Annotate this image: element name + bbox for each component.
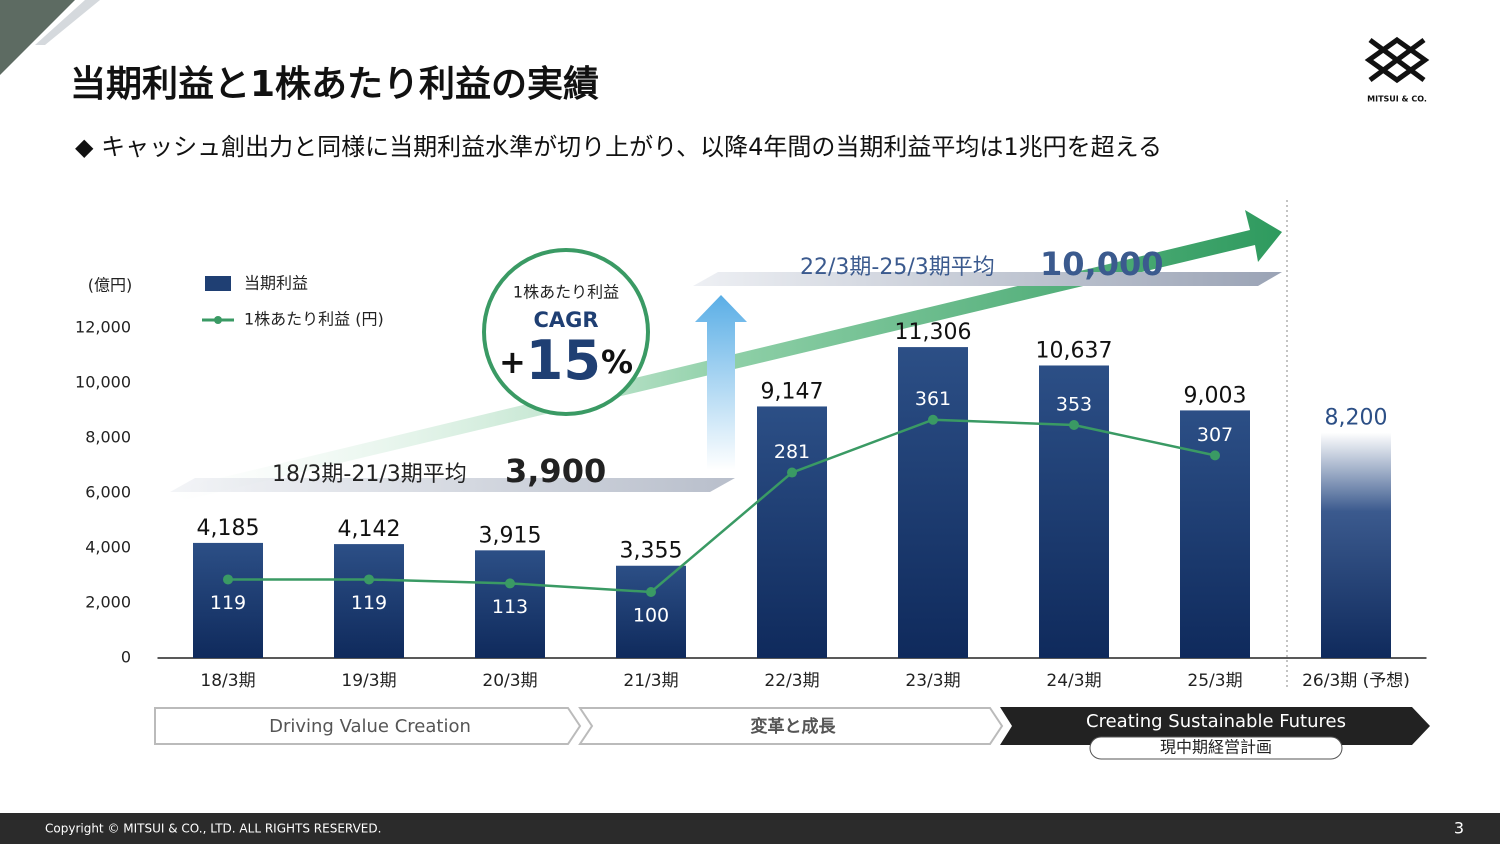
- y-tick-label: 8,000: [85, 428, 131, 447]
- x-tick-label: 26/3期 (予想): [1302, 671, 1410, 691]
- bar-value-label: 3,915: [479, 523, 542, 548]
- bar: [475, 550, 545, 658]
- y-tick-label: 4,000: [85, 538, 131, 557]
- y-tick-label: 6,000: [85, 483, 131, 502]
- cagr-unit: %: [601, 343, 633, 381]
- eps-point: [364, 574, 374, 585]
- cagr-badge: 1株あたり利益 CAGR +15%: [482, 248, 650, 416]
- eps-point: [646, 587, 656, 597]
- legend-swatch: [205, 276, 231, 291]
- growth-arrow: [170, 210, 1282, 500]
- bar-value-label: 10,637: [1036, 338, 1113, 363]
- subtitle: ◆ キャッシュ創出力と同様に当期利益水準が切り上がり、以降4年間の当期利益平均は…: [75, 133, 1162, 161]
- bar-value-label: 9,003: [1184, 383, 1247, 408]
- bar: [193, 542, 263, 658]
- eps-value-label: 119: [351, 592, 387, 614]
- y-tick-label: 0: [121, 648, 131, 667]
- plot: 0 2,000 4,000 6,000 8,000 10,000 12,000 18/3期 4,…: [75, 318, 1427, 691]
- eps-value-label: 361: [915, 388, 951, 410]
- avg-band: [170, 478, 735, 492]
- bar: [616, 565, 686, 658]
- bar: [1039, 365, 1109, 658]
- x-tick-label: 24/3期: [1046, 671, 1101, 691]
- bar-value-label: 8,200: [1325, 406, 1388, 431]
- corner-deco: [0, 0, 75, 75]
- x-tick-label: 18/3期: [200, 671, 255, 691]
- y-tick-label: 2,000: [85, 593, 131, 612]
- phase-note-box: [1089, 736, 1343, 760]
- phase-label: 変革と成長: [751, 716, 837, 737]
- avg-value: 3,900: [505, 452, 606, 490]
- title: 当期利益と1株あたり利益の実績: [70, 64, 599, 105]
- logo-text: MITSUI & CO.: [1367, 95, 1427, 104]
- eps-point: [928, 414, 938, 425]
- cagr-value: +15%: [499, 329, 633, 392]
- eps-value-label: 353: [1056, 394, 1092, 416]
- bar-value-label: 4,142: [338, 517, 401, 542]
- eps-value-label: 113: [492, 596, 528, 618]
- legend-label: 当期利益: [244, 274, 308, 293]
- x-tick-label: 25/3期: [1187, 671, 1242, 691]
- eps-point: [1069, 420, 1079, 431]
- bar: [1180, 410, 1250, 658]
- bar-value-label: 4,185: [197, 516, 260, 541]
- page-number: 3: [1454, 819, 1464, 838]
- logo: MITSUI & CO.: [1364, 36, 1430, 104]
- phase-note: 現中期経営計画: [1160, 738, 1272, 757]
- bar-value-label: 9,147: [761, 379, 824, 404]
- x-tick-label: 20/3期: [482, 671, 537, 691]
- footer-bar: [0, 813, 1500, 844]
- bar-value-label: 11,306: [895, 320, 972, 345]
- phase-arrow: [1000, 707, 1430, 745]
- bar-value-label: 3,355: [620, 539, 683, 564]
- eps-point: [787, 467, 797, 478]
- bar: [1321, 432, 1391, 658]
- avg-value: 10,000: [1040, 245, 1163, 283]
- bar: [898, 347, 968, 658]
- x-tick-label: 19/3期: [341, 671, 396, 691]
- eps-point: [223, 574, 233, 585]
- eps-line: [228, 418, 1216, 594]
- cagr-title: CAGR: [533, 308, 598, 332]
- eps-value-label: 100: [633, 605, 669, 627]
- up-arrow: [695, 295, 747, 470]
- x-tick-label: 21/3期: [623, 671, 678, 691]
- legend-label: 1株あたり利益 (円): [244, 310, 384, 329]
- y-tick-label: 10,000: [75, 373, 131, 392]
- eps-value-label: 307: [1197, 424, 1233, 446]
- avg-band: [693, 272, 1282, 286]
- cagr-number: 15: [526, 329, 601, 392]
- eps-point: [505, 578, 515, 589]
- copyright: Copyright © MITSUI & CO., LTD. ALL RIGHT…: [45, 822, 381, 836]
- bar: [334, 544, 404, 658]
- cagr-sign: +: [499, 343, 526, 381]
- x-tick-label: 23/3期: [905, 671, 960, 691]
- eps-value-label: 281: [774, 441, 810, 463]
- phase-arrow: [578, 707, 1004, 745]
- x-tick-label: 22/3期: [764, 671, 819, 691]
- phase-arrow: [154, 707, 582, 745]
- phase-label: Creating Sustainable Futures: [1086, 711, 1346, 732]
- avg-label: 22/3期-25/3期平均: [800, 255, 995, 280]
- unit-label: (億円): [88, 276, 133, 295]
- eps-value-label: 119: [210, 592, 246, 614]
- eps-point: [1210, 450, 1220, 461]
- bar: [757, 406, 827, 658]
- y-tick-label: 12,000: [75, 318, 131, 337]
- phase-label: Driving Value Creation: [269, 716, 471, 737]
- cagr-label: 1株あたり利益: [513, 283, 619, 302]
- corner-deco: [35, 0, 100, 45]
- legend-dot: [214, 316, 222, 324]
- avg-label: 18/3期-21/3期平均: [272, 462, 467, 487]
